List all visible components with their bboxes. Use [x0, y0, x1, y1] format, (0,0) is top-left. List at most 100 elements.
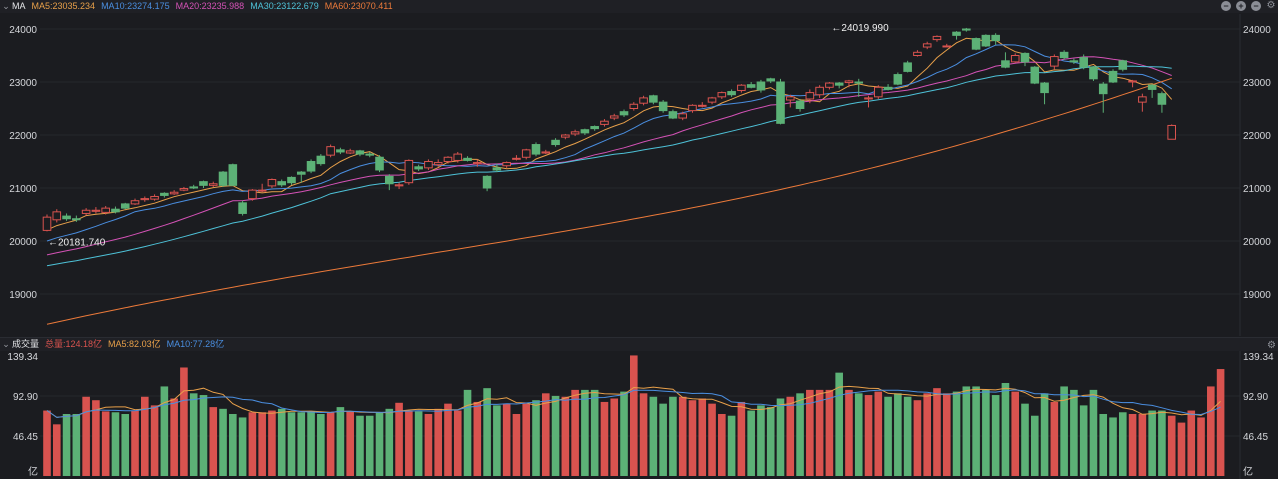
volume-bar: [473, 401, 482, 476]
candle: [1050, 56, 1059, 67]
ma20-label: MA20:23235.988: [175, 1, 245, 11]
volume-bar: [365, 415, 374, 476]
candle: [981, 34, 991, 47]
volume-y-tick-left: 92.90: [13, 392, 38, 403]
candle: [1010, 55, 1020, 63]
chevron-down-icon[interactable]: ⌄: [2, 339, 10, 349]
volume-bar: [864, 395, 873, 476]
settings-icon[interactable]: ⚙: [1267, 340, 1276, 351]
volume-bar: [806, 389, 814, 476]
volume-bar: [1001, 382, 1010, 476]
volume-bar: [698, 398, 707, 476]
candle: [737, 84, 746, 91]
candle: [1108, 70, 1118, 83]
candle: [208, 183, 218, 186]
volume-bar: [326, 412, 335, 476]
candle: [805, 92, 815, 100]
candle: [883, 86, 893, 90]
volume-bar: [336, 407, 345, 476]
candle: [257, 189, 267, 192]
candle: [639, 97, 648, 104]
volume-bar: [1148, 410, 1156, 476]
volume-bar: [1079, 405, 1088, 476]
candle: [825, 82, 834, 88]
volume-bar: [786, 396, 795, 476]
volume-bar: [141, 396, 149, 476]
candle: [414, 166, 423, 170]
volume-bar: [590, 389, 599, 476]
candle: [101, 207, 110, 213]
volume-bar: [581, 389, 589, 476]
candle: [179, 188, 189, 191]
volume-bar: [688, 400, 697, 476]
candle: [922, 43, 932, 48]
volume-bar: [170, 398, 178, 476]
candle: [952, 31, 961, 36]
candle: [482, 175, 492, 189]
candle: [492, 167, 502, 171]
volume-bar: [630, 355, 638, 476]
candle: [668, 111, 678, 119]
add-icon[interactable]: +: [1236, 1, 1246, 11]
volume-bar: [747, 410, 755, 476]
volume-bar: [219, 408, 227, 476]
candle: [160, 192, 169, 196]
high-annotation: ←24019.990: [831, 23, 889, 34]
chevron-down-icon[interactable]: ⌄: [2, 1, 10, 11]
candle: [189, 186, 198, 189]
candle: [629, 103, 639, 110]
candle: [345, 150, 355, 154]
price-chart[interactable]: 19000 19000 20000 20000 21000 21000 22000 22000…: [0, 0, 1278, 337]
volume-bar: [532, 400, 540, 476]
candle: [81, 209, 91, 214]
volume-bar: [375, 412, 384, 476]
volume-bar: [737, 401, 746, 476]
minimize-icon[interactable]: −: [1221, 1, 1231, 11]
volume-y-tick-right: 92.90: [1243, 392, 1268, 403]
candle: [678, 113, 688, 119]
candle: [600, 120, 609, 125]
y-tick-right: 20000: [1243, 237, 1271, 248]
remove-icon[interactable]: −: [1251, 1, 1261, 11]
candle: [991, 34, 1000, 42]
candle: [336, 149, 345, 153]
candle: [815, 86, 824, 96]
volume-bar: [825, 389, 834, 476]
volume-ma-line: [46, 389, 1221, 418]
volume-bar: [972, 386, 980, 476]
candle: [1001, 60, 1010, 68]
volume-bar: [903, 396, 912, 476]
settings-icon[interactable]: ⚙: [1266, 0, 1276, 11]
volume-ma-line: [46, 385, 1221, 418]
volume-bar: [1197, 417, 1205, 476]
volume-bar: [92, 400, 100, 476]
volume-bar: [874, 391, 883, 476]
candle: [52, 211, 62, 221]
y-tick-right: 23000: [1243, 78, 1271, 89]
candle: [169, 191, 179, 195]
volume-bar: [1060, 386, 1068, 476]
y-tick-left: 22000: [9, 131, 37, 142]
candle: [296, 171, 306, 175]
y-tick-right: 24000: [1243, 25, 1271, 36]
volume-bar: [796, 393, 804, 476]
volume-bar: [189, 393, 198, 476]
volume-bar: [541, 393, 550, 476]
candle: [1128, 80, 1137, 83]
volume-bar: [1050, 401, 1059, 476]
volume-bar: [610, 398, 619, 476]
volume-bar: [199, 395, 208, 476]
volume-bar: [395, 402, 403, 476]
volume-bar: [659, 403, 667, 476]
candle: [1147, 84, 1157, 90]
volume-bar: [277, 408, 286, 476]
candle: [551, 139, 560, 146]
candle: [570, 131, 580, 135]
candle: [1167, 124, 1177, 140]
volume-bar: [1011, 391, 1020, 476]
candle: [834, 82, 844, 86]
volume-ma5-label: MA5:82.03亿: [108, 339, 161, 349]
volume-bar: [718, 413, 726, 476]
volume-bar: [1070, 389, 1078, 476]
volume-y-tick-left: 46.45: [13, 432, 38, 443]
